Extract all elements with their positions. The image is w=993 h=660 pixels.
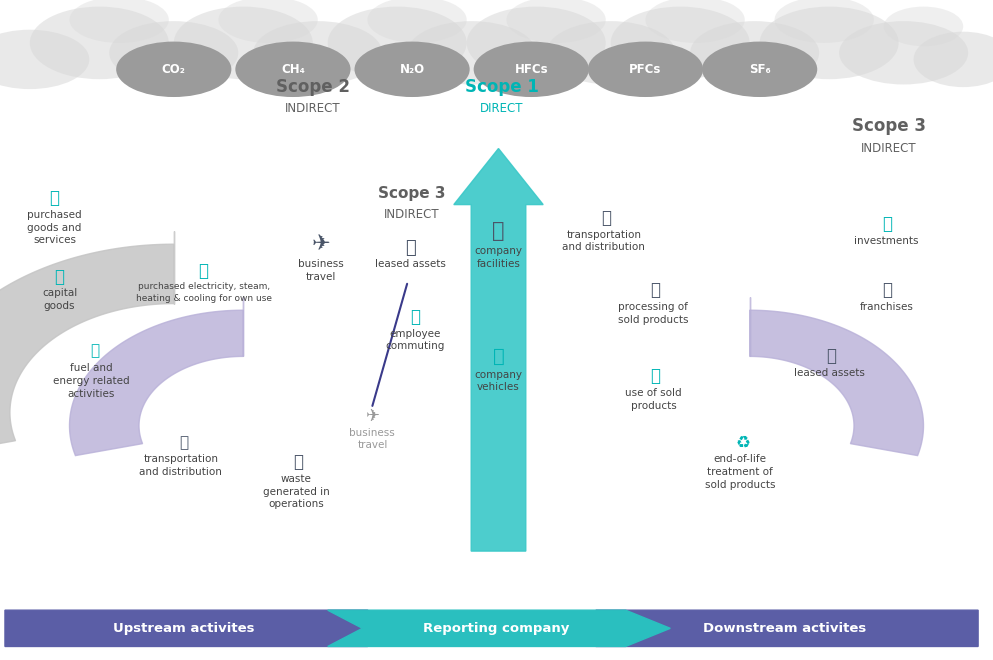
Text: SF₆: SF₆ [749, 63, 771, 76]
Polygon shape [0, 244, 174, 456]
Text: N₂O: N₂O [399, 63, 425, 76]
Text: leased assets: leased assets [374, 259, 446, 269]
Text: transportation
and distribution: transportation and distribution [562, 230, 645, 253]
Text: 🏢: 🏢 [405, 238, 415, 257]
Text: 🚛: 🚛 [493, 347, 504, 366]
Ellipse shape [914, 32, 993, 87]
Ellipse shape [407, 21, 536, 84]
Polygon shape [454, 148, 543, 551]
Ellipse shape [109, 21, 238, 84]
Text: end-of-life
treatment of
sold products: end-of-life treatment of sold products [705, 454, 775, 490]
Text: ⛽: ⛽ [89, 344, 99, 358]
Ellipse shape [467, 7, 606, 79]
Ellipse shape [328, 7, 467, 79]
Ellipse shape [546, 21, 675, 84]
Text: HFCs: HFCs [514, 63, 548, 76]
Polygon shape [70, 310, 243, 455]
Polygon shape [596, 610, 978, 647]
Text: ♻: ♻ [736, 433, 750, 451]
Polygon shape [5, 610, 397, 647]
Text: franchises: franchises [860, 302, 914, 312]
Text: INDIRECT: INDIRECT [285, 102, 341, 115]
Text: INDIRECT: INDIRECT [861, 142, 917, 155]
Text: Upstream activites: Upstream activites [113, 622, 254, 635]
Ellipse shape [174, 7, 313, 79]
Ellipse shape [116, 42, 231, 97]
Ellipse shape [367, 0, 467, 43]
Ellipse shape [0, 30, 89, 89]
Text: CH₄: CH₄ [281, 63, 305, 76]
Text: ✈: ✈ [312, 234, 330, 254]
Text: 🔌: 🔌 [199, 261, 209, 280]
Text: purchased
goods and
services: purchased goods and services [27, 210, 82, 246]
Text: Scope 1: Scope 1 [465, 78, 538, 96]
Polygon shape [750, 310, 923, 455]
Text: 🚄: 🚄 [410, 308, 420, 326]
Text: waste
generated in
operations: waste generated in operations [262, 474, 330, 510]
Text: company
facilities: company facilities [475, 246, 522, 269]
Text: 🏪: 🏪 [882, 281, 892, 300]
Text: ✈: ✈ [365, 407, 379, 425]
Text: leased assets: leased assets [793, 368, 865, 378]
Text: use of sold
products: use of sold products [625, 388, 682, 411]
Text: INDIRECT: INDIRECT [384, 208, 440, 221]
Text: DIRECT: DIRECT [480, 102, 523, 115]
Text: employee
commuting: employee commuting [385, 329, 445, 352]
Ellipse shape [884, 7, 963, 46]
Ellipse shape [760, 7, 899, 79]
Text: Downstream activites: Downstream activites [703, 622, 866, 635]
Ellipse shape [645, 0, 745, 43]
Text: PFCs: PFCs [630, 63, 661, 76]
Text: company
vehicles: company vehicles [475, 370, 522, 393]
Ellipse shape [70, 0, 169, 43]
Text: 💡: 💡 [650, 367, 660, 385]
Text: business
travel: business travel [298, 259, 344, 282]
Text: business
travel: business travel [350, 428, 395, 451]
Text: Scope 3: Scope 3 [852, 117, 925, 135]
Text: Scope 3: Scope 3 [378, 186, 446, 201]
Text: 🚢: 🚢 [179, 435, 189, 449]
Ellipse shape [218, 0, 318, 43]
Ellipse shape [702, 42, 817, 97]
Text: 🚢: 🚢 [601, 209, 611, 227]
Ellipse shape [690, 21, 819, 84]
Ellipse shape [474, 42, 589, 97]
Text: 🚜: 🚜 [55, 268, 65, 286]
Ellipse shape [588, 42, 703, 97]
Ellipse shape [355, 42, 470, 97]
Text: 🗑: 🗑 [293, 453, 303, 471]
Text: Reporting company: Reporting company [423, 622, 570, 635]
Text: processing of
sold products: processing of sold products [619, 302, 688, 325]
Text: purchased electricity, steam,
heating & cooling for own use: purchased electricity, steam, heating & … [136, 282, 271, 303]
Ellipse shape [775, 0, 874, 43]
Text: CO₂: CO₂ [162, 63, 186, 76]
Text: Scope 2: Scope 2 [276, 78, 350, 96]
Text: investments: investments [855, 236, 919, 246]
Ellipse shape [253, 21, 382, 84]
Ellipse shape [235, 42, 351, 97]
Ellipse shape [839, 21, 968, 84]
Text: transportation
and distribution: transportation and distribution [139, 454, 222, 477]
Text: 🏢: 🏢 [826, 347, 836, 366]
Text: fuel and
energy related
activities: fuel and energy related activities [53, 363, 130, 399]
Ellipse shape [506, 0, 606, 43]
Text: 🏭: 🏭 [50, 189, 60, 207]
Text: 💵: 💵 [882, 215, 892, 234]
Ellipse shape [30, 7, 169, 79]
Text: capital
goods: capital goods [42, 288, 77, 312]
Text: 🏢: 🏢 [493, 221, 504, 241]
Polygon shape [328, 610, 670, 647]
Ellipse shape [611, 7, 750, 79]
Text: 🏭: 🏭 [650, 281, 660, 300]
